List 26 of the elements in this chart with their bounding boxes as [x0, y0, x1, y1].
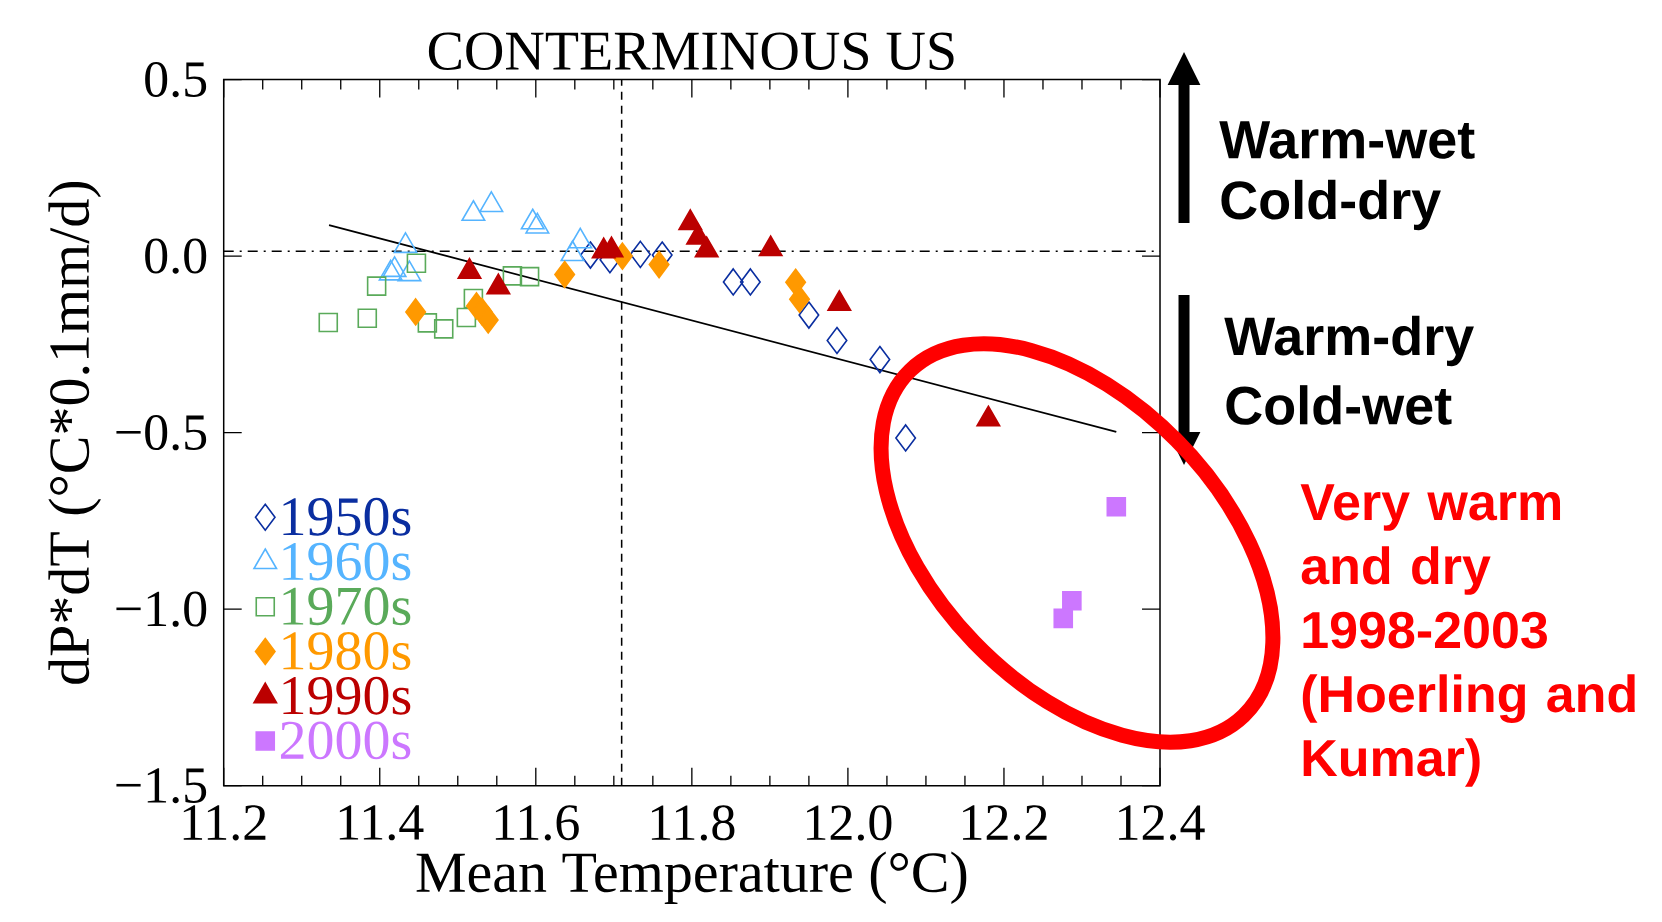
- y-tick-label: −1.0: [116, 591, 207, 627]
- x-tick-label: 11.2: [183, 805, 266, 841]
- legend-label: 1990s: [283, 676, 411, 715]
- x-tick-label: 11.4: [339, 805, 424, 841]
- legend-label: 2000s: [280, 721, 411, 760]
- x-tick-label: 11.6: [495, 805, 579, 841]
- text: Warm-dry: [1224, 315, 1474, 367]
- x-tick-label: 12.0: [806, 805, 892, 841]
- x-axis-title: Mean Temperature (°C): [416, 851, 967, 905]
- y-tick-label: −0.5: [116, 414, 207, 451]
- y-axis-title: dP*dT (°C*0.1mm/d): [48, 181, 101, 684]
- legend-label: 1960s: [283, 542, 411, 581]
- legend-label: 1980s: [283, 632, 411, 670]
- text: Warm-wet: [1219, 121, 1475, 159]
- text: Cold-wet: [1226, 385, 1452, 425]
- y-tick-label: 0.5: [145, 61, 207, 98]
- chart-title: CONTERMINOUS US: [428, 32, 954, 71]
- x-tick-label: 11.8: [651, 805, 735, 841]
- y-tick-label: −1.5: [116, 768, 207, 804]
- text: Very warm and dry 1998-2003 (Hoerling and Kumar): [1300, 484, 1635, 787]
- x-tick-label: 12.2: [963, 805, 1047, 841]
- legend-label: 1970s: [283, 587, 411, 626]
- legend-label: 1950s: [283, 497, 411, 536]
- x-tick-label: 12.4: [1119, 805, 1205, 841]
- text: Cold-dry: [1221, 179, 1441, 231]
- y-tick-label: 0.0: [145, 238, 207, 274]
